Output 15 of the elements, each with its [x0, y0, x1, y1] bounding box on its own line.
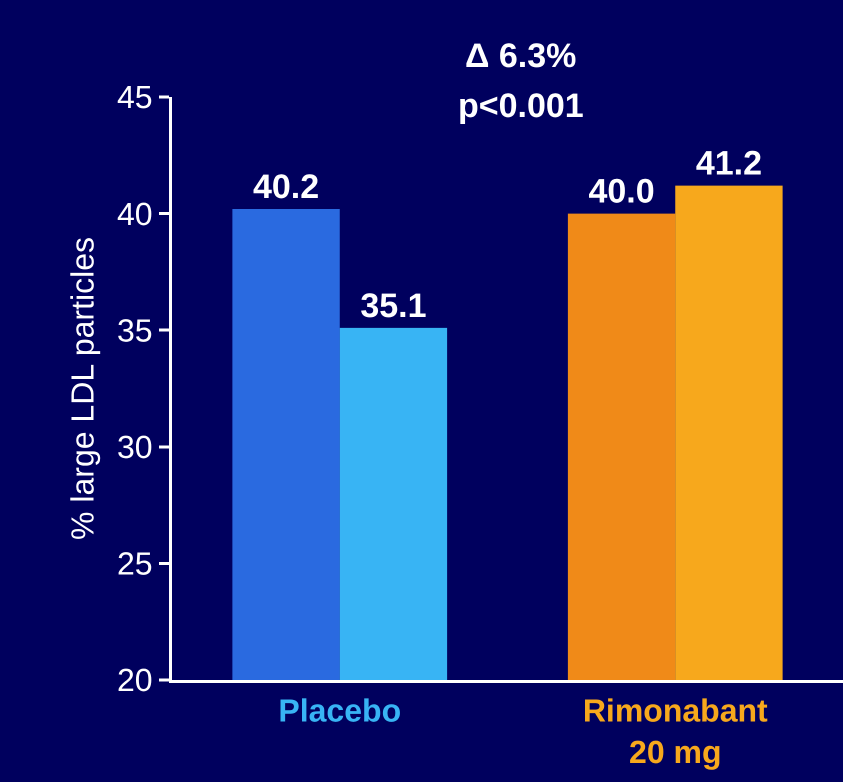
data-label: 35.1 [360, 286, 427, 325]
text: Δ 6.3% [465, 37, 576, 75]
y-tick-label: 35 [117, 312, 153, 348]
x-tick-label: Placebo [278, 692, 402, 728]
annotation: p<0.001 [458, 87, 584, 125]
y-tick-label: 25 [117, 546, 153, 582]
data-label: 41.2 [696, 144, 762, 183]
data-label: 40.2 [252, 168, 320, 206]
y-axis-title: % large LDL particles [64, 237, 100, 540]
y-tick-label: 30 [117, 429, 153, 465]
y-tick-label: 20 [117, 662, 153, 698]
y-tick-label: 40 [117, 196, 153, 232]
data-label: 40.0 [588, 172, 655, 211]
x-tick-label: Rimonabant 20 mg [582, 692, 768, 770]
y-tick-label: 45 [117, 79, 153, 116]
